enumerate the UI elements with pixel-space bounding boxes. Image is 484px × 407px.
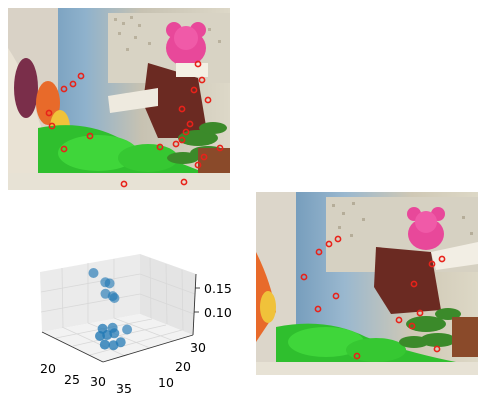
y-tick-label: 20 [175, 359, 191, 374]
y-tick-label: 30 [190, 340, 206, 355]
z-tick-marks [194, 287, 200, 313]
scatter-point [95, 331, 105, 341]
scatter-point [122, 324, 133, 335]
z-tick-label: 0.10 [204, 305, 232, 320]
scatter-points [88, 268, 133, 351]
scene-photo-left [8, 8, 230, 190]
scatter-3d-chart: 0.15 0.10 20 25 30 35 10 20 30 [0, 196, 250, 403]
scatter-point [99, 339, 110, 350]
x-tick-label: 35 [116, 381, 132, 396]
left-pane [40, 254, 140, 332]
scatter-point [100, 288, 111, 299]
axis-lines [41, 273, 197, 363]
floor-pane [42, 314, 193, 362]
x-tick-label: 30 [90, 374, 106, 389]
scatter-point [100, 277, 111, 288]
z-tick-label: 0.15 [204, 281, 232, 296]
x-tick-label: 20 [40, 361, 56, 376]
scene-photo-right [256, 192, 478, 375]
y-tick-label: 10 [158, 375, 174, 390]
scatter-point [109, 293, 120, 303]
scatter-point [108, 340, 119, 351]
scatter-point [88, 268, 99, 278]
x-tick-label: 25 [64, 372, 80, 387]
